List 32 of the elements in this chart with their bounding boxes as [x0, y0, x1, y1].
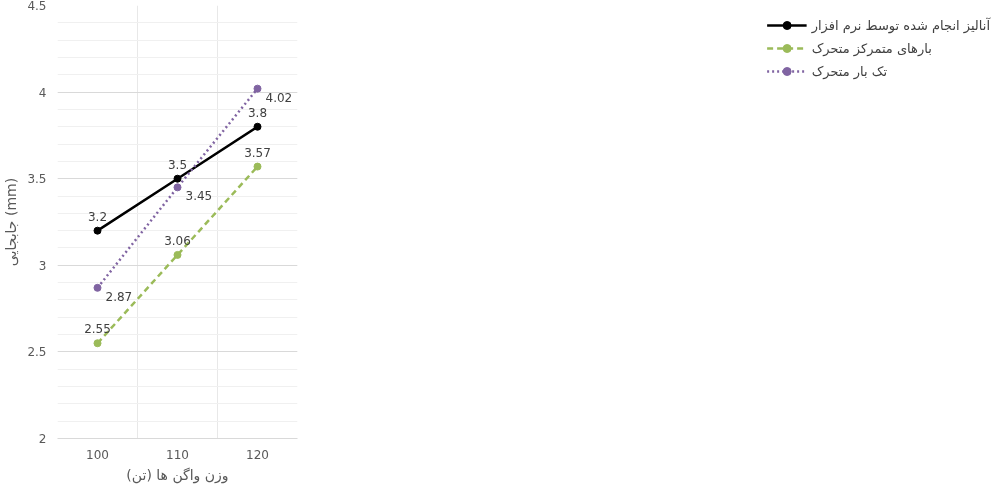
data-label: 3.8 — [247, 105, 268, 120]
y-tick-label: 3 — [38, 258, 47, 273]
data-label: 3.06 — [164, 233, 191, 248]
legend-label: آنالیز انجام شده توسط نرم افزار — [811, 17, 990, 33]
y-tick-label: 2.5 — [27, 345, 47, 360]
point — [93, 339, 102, 348]
point — [253, 162, 262, 171]
x-tick-label: 110 — [166, 447, 189, 462]
data-label: 3.45 — [185, 189, 213, 204]
data-label: 4.02 — [265, 90, 293, 105]
y-tick-label: 3.5 — [27, 172, 47, 187]
data-label: 2.55 — [84, 322, 111, 337]
x-axis-title: وزن واگن ها (تن) — [126, 466, 229, 484]
y-tick-label: 4 — [38, 85, 47, 100]
data-label: 3.2 — [87, 209, 108, 224]
y-tick-label: 2 — [38, 432, 47, 446]
legend-label: بارهای متمرکز متحرک — [811, 40, 932, 56]
x-tick-label: 120 — [246, 447, 269, 462]
point — [93, 226, 102, 235]
point — [253, 122, 262, 131]
y-axis-title: جابجایی (mm) — [3, 177, 20, 267]
data-label: 3.5 — [167, 157, 188, 172]
data-label: 2.87 — [105, 289, 133, 304]
point — [173, 183, 182, 192]
data-label: 3.57 — [244, 145, 271, 160]
x-tick-label: 100 — [86, 447, 109, 462]
point — [173, 250, 182, 259]
legend-label: تک بار متحرک — [811, 63, 888, 79]
point — [253, 84, 262, 93]
point — [93, 283, 102, 292]
y-tick-label: 4.5 — [27, 0, 47, 13]
point — [173, 174, 182, 183]
